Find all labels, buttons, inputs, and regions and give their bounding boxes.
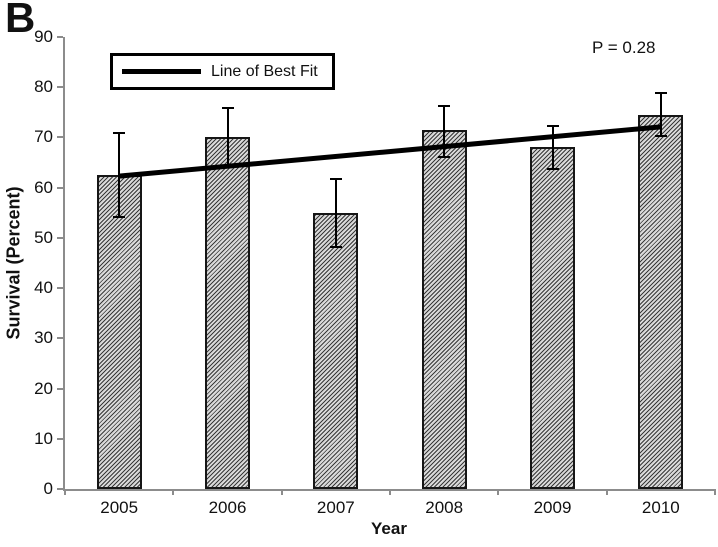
y-axis-tick-label: 50 bbox=[34, 227, 53, 247]
x-axis-tick-label: 2009 bbox=[533, 498, 572, 517]
y-axis-tick-label: 0 bbox=[43, 479, 53, 498]
legend-label: Line of Best Fit bbox=[211, 62, 318, 80]
y-axis-tick bbox=[57, 236, 63, 239]
x-axis-tick bbox=[172, 489, 175, 495]
panel-label: B bbox=[5, 0, 35, 41]
y-axis-tick-label: 60 bbox=[34, 177, 53, 197]
error-bar-2010 bbox=[659, 92, 662, 138]
y-axis-tick-label: 10 bbox=[34, 428, 53, 448]
x-axis-tick bbox=[605, 489, 608, 495]
y-axis-tick-label: 90 bbox=[34, 27, 53, 46]
error-bar-bottom-cap bbox=[654, 135, 667, 138]
x-axis-tick-label: 2006 bbox=[208, 498, 247, 517]
error-bar-bottom-cap bbox=[113, 215, 126, 218]
y-axis-tick bbox=[57, 387, 63, 390]
error-bar-2006 bbox=[226, 107, 229, 168]
legend: Line of Best Fit bbox=[110, 53, 335, 90]
x-axis-tick-label: 2007 bbox=[316, 498, 355, 517]
plot-area: 0 10 20 30 40 50 60 70 80 90 2005 2006 2007 2008 2009 2… bbox=[34, 28, 716, 517]
error-bar-2005 bbox=[118, 132, 121, 218]
error-bar-top-cap bbox=[113, 132, 126, 135]
x-axis-tick-label: 2008 bbox=[425, 498, 464, 517]
y-axis-tick-label: 80 bbox=[34, 77, 53, 97]
error-bar-top-cap bbox=[329, 177, 342, 180]
y-axis-tick bbox=[57, 437, 63, 440]
bar-2010 bbox=[638, 114, 684, 489]
y-axis-tick bbox=[57, 86, 63, 89]
error-bar-top-cap bbox=[654, 92, 667, 95]
error-bar-bottom-cap bbox=[546, 168, 559, 171]
y-axis-tick-label: 30 bbox=[34, 328, 53, 348]
y-axis-tick bbox=[57, 287, 63, 290]
y-axis-title: Survival (Percent) bbox=[3, 186, 24, 340]
error-bar-bottom-cap bbox=[438, 155, 451, 158]
x-axis-tick bbox=[389, 489, 391, 495]
error-bar-top-cap bbox=[221, 107, 234, 110]
y-axis-tick bbox=[57, 186, 63, 189]
error-bar-2009 bbox=[551, 124, 554, 171]
bar-2005 bbox=[96, 175, 142, 489]
x-axis-tick-label: 2005 bbox=[100, 498, 139, 517]
error-bar-top-cap bbox=[546, 124, 559, 127]
error-bar-2007 bbox=[334, 177, 337, 248]
x-axis-tick bbox=[64, 489, 66, 495]
error-bar-top-cap bbox=[438, 104, 451, 107]
x-axis-tick bbox=[714, 489, 716, 495]
bar-2007 bbox=[313, 212, 359, 489]
bar-2009 bbox=[530, 147, 575, 489]
x-axis-tick bbox=[497, 489, 500, 495]
error-bar-bottom-cap bbox=[221, 165, 234, 168]
x-axis-title: Year bbox=[371, 519, 407, 538]
y-axis-tick-label: 20 bbox=[34, 378, 53, 398]
p-value-annotation: P = 0.28 bbox=[592, 38, 656, 57]
bar-2008 bbox=[421, 129, 467, 489]
y-axis-tick bbox=[57, 337, 63, 340]
y-axis-tick-label: 40 bbox=[34, 278, 53, 298]
x-axis-tick-label: 2010 bbox=[641, 498, 680, 517]
error-bar-2008 bbox=[443, 104, 446, 158]
error-bar-bottom-cap bbox=[329, 245, 342, 248]
y-axis-tick bbox=[57, 36, 63, 38]
y-axis-tick bbox=[57, 488, 63, 490]
bar-2006 bbox=[205, 137, 250, 489]
y-axis-tick-label: 70 bbox=[34, 127, 53, 147]
x-axis-tick bbox=[280, 489, 283, 495]
best-fit-line-swatch-icon bbox=[122, 69, 201, 74]
y-axis-tick bbox=[57, 136, 63, 139]
best-fit-line bbox=[118, 124, 662, 179]
